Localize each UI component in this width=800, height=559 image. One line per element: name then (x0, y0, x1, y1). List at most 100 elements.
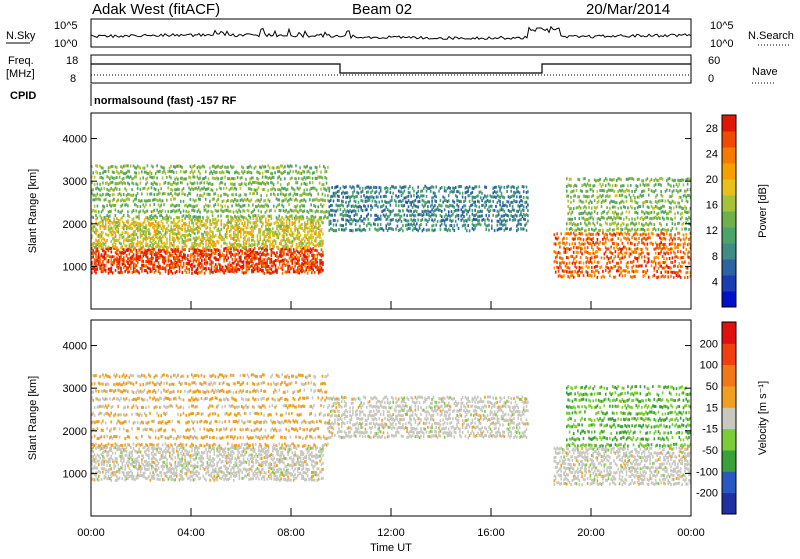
echo-cell (662, 255, 664, 258)
echo-cell (127, 267, 129, 270)
echo-cell (102, 167, 104, 170)
echo-cell (232, 266, 234, 269)
echo-cell (227, 246, 229, 249)
echo-cell (260, 215, 262, 218)
echo-cell (272, 264, 274, 267)
echo-cell (477, 219, 479, 222)
echo-cell (151, 256, 153, 259)
echo-cell (626, 262, 628, 265)
echo-cell (404, 214, 406, 217)
echo-cell (156, 252, 158, 255)
echo-cell (342, 185, 344, 188)
echo-cell (189, 221, 191, 224)
echo-cell (594, 274, 596, 277)
echo-cell (187, 211, 189, 214)
echo-cell (627, 266, 629, 269)
echo-cell (526, 229, 528, 232)
echo-cell (340, 213, 342, 216)
echo-cell (204, 165, 206, 168)
echo-cell (283, 187, 285, 190)
echo-cell (201, 166, 203, 169)
echo-cell (379, 217, 381, 220)
echo-cell (155, 214, 157, 217)
echo-cell (272, 227, 274, 230)
echo-cell (580, 271, 582, 274)
echo-cell (583, 262, 585, 265)
echo-cell (574, 237, 576, 240)
echo-cell (109, 194, 111, 197)
echo-cell (162, 222, 164, 225)
echo-cell (324, 199, 326, 202)
echo-cell (466, 209, 468, 212)
echo-cell (154, 227, 156, 230)
echo-cell (463, 210, 465, 213)
echo-cell (131, 245, 133, 248)
echo-cell (667, 266, 669, 269)
echo-cell (188, 176, 190, 179)
echo-cell (481, 192, 483, 195)
echo-cell (99, 198, 101, 201)
echo-cell (440, 220, 442, 223)
echo-cell (517, 204, 519, 207)
echo-cell (269, 176, 271, 179)
echo-cell (253, 256, 255, 259)
echo-cell (594, 206, 596, 209)
echo-cell (570, 218, 572, 221)
echo-cell (579, 266, 581, 269)
echo-cell (410, 218, 412, 221)
echo-cell (155, 220, 157, 223)
echo-cell (631, 261, 633, 264)
echo-cell (520, 211, 522, 214)
echo-cell (352, 194, 354, 197)
echo-cell (344, 192, 346, 195)
echo-cell (292, 217, 294, 220)
echo-cell (277, 188, 279, 191)
echo-cell (391, 227, 393, 230)
echo-cell (590, 200, 592, 203)
echo-cell (123, 172, 125, 175)
echo-cell (220, 177, 222, 180)
echo-cell (576, 233, 578, 236)
echo-cell (211, 265, 213, 268)
echo-cell (370, 214, 372, 217)
echo-cell (163, 170, 165, 173)
echo-cell (330, 209, 332, 212)
echo-cell (236, 263, 238, 266)
echo-cell (300, 226, 302, 229)
echo-cell (116, 217, 118, 220)
echo-cell (444, 228, 446, 231)
echo-cell (223, 199, 225, 202)
echo-cell (206, 211, 208, 214)
echo-cell (652, 232, 654, 235)
echo-cell (617, 243, 619, 246)
echo-cell (305, 226, 307, 229)
echo-cell (416, 196, 418, 199)
echo-cell (236, 258, 238, 261)
echo-cell (419, 224, 421, 227)
echo-cell (481, 199, 483, 202)
echo-cell (290, 241, 292, 244)
echo-cell (370, 224, 372, 227)
echo-cell (150, 263, 152, 266)
echo-cell (577, 251, 579, 254)
echo-cell (254, 247, 256, 250)
echo-cell (490, 205, 492, 208)
echo-cell (233, 188, 235, 191)
echo-cell (685, 271, 687, 274)
echo-cell (283, 218, 285, 221)
echo-cell (317, 261, 319, 264)
echo-cell (205, 259, 207, 262)
echo-cell (101, 220, 103, 223)
echo-cell (307, 230, 309, 233)
echo-cell (94, 231, 96, 234)
echo-cell (270, 193, 272, 196)
echo-cell (316, 189, 318, 192)
echo-cell (165, 256, 167, 259)
echo-cell (577, 195, 579, 198)
echo-cell (211, 243, 213, 246)
echo-cell (260, 251, 262, 254)
echo-cell (444, 199, 446, 202)
echo-cell (323, 204, 325, 207)
echo-cell (592, 248, 594, 251)
echo-cell (187, 194, 189, 197)
